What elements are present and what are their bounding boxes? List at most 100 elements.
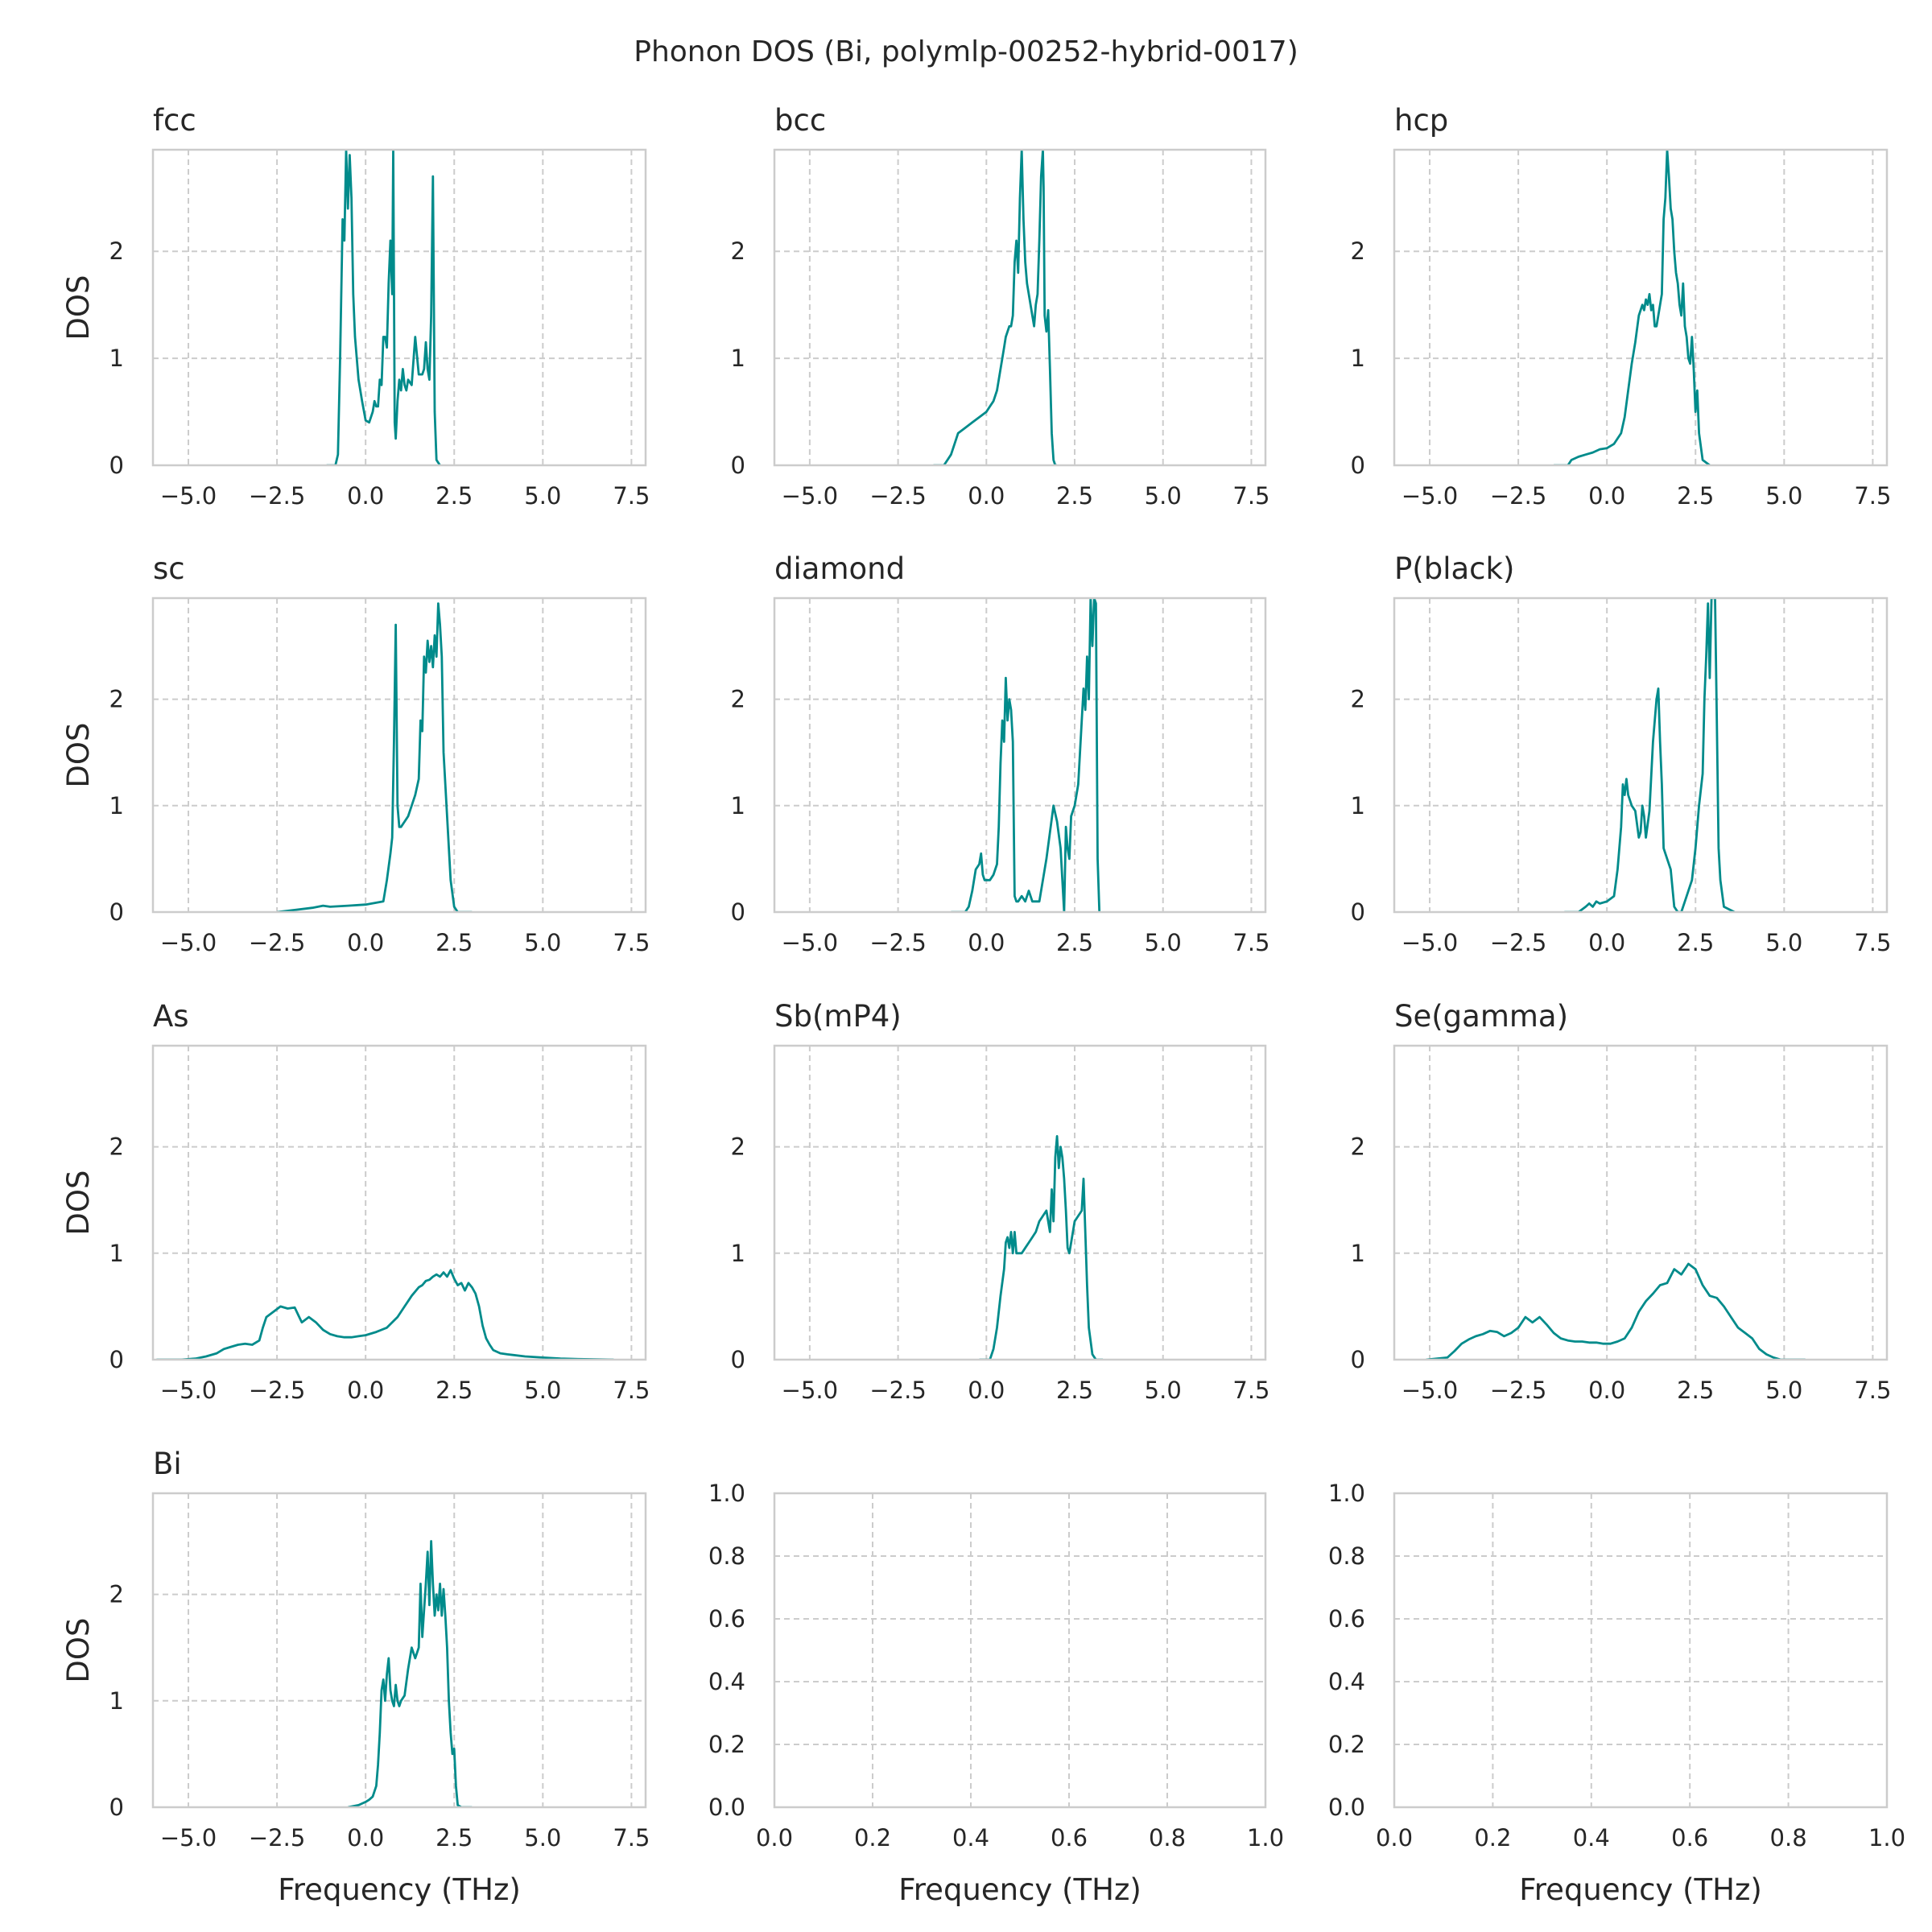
x-axis-label: Frequency (THz) xyxy=(898,1872,1141,1907)
x-tick-label: 2.5 xyxy=(1056,929,1093,956)
x-tick-label: 0.0 xyxy=(347,482,384,510)
subplot-title: sc xyxy=(153,551,185,586)
x-tick-label: 5.0 xyxy=(524,482,561,510)
y-axis-label: DOS xyxy=(61,1170,96,1235)
x-tick-label: −2.5 xyxy=(1490,482,1546,510)
x-tick-label: 0.0 xyxy=(1588,482,1625,510)
x-tick-label: 0.0 xyxy=(347,1377,384,1404)
x-tick-label: 7.5 xyxy=(1854,482,1891,510)
x-tick-label: −5.0 xyxy=(782,929,838,956)
y-tick-label: 2 xyxy=(1351,686,1365,713)
y-tick-label: 1 xyxy=(109,792,124,819)
y-tick-label: 0.8 xyxy=(1328,1542,1365,1570)
y-tick-label: 2 xyxy=(731,686,745,713)
x-tick-label: 5.0 xyxy=(524,929,561,956)
dos-line xyxy=(933,150,1058,465)
subplot-grid: −5.0 −2.5 0.0 2.5 5.0 7.5 0 1 2 fcc DOS −5.0 −2.5 0.0… xyxy=(61,103,1905,1907)
x-tick-label: 2.5 xyxy=(436,1377,473,1404)
x-tick-label: 5.0 xyxy=(1145,482,1182,510)
axes-frame xyxy=(773,148,1267,467)
x-tick-label: 0.0 xyxy=(347,1824,384,1852)
x-tick-label: −2.5 xyxy=(869,1377,926,1404)
dos-line xyxy=(1554,150,1711,465)
subplot-2: −5.0 −2.5 0.0 2.5 5.0 7.5 0 1 2 bcc xyxy=(731,103,1270,510)
dos-line xyxy=(1426,1262,1806,1360)
x-tick-label: 2.5 xyxy=(1056,1377,1093,1404)
y-tick-label: 0.0 xyxy=(1328,1794,1365,1821)
subplot-title: As xyxy=(153,999,189,1034)
dos-line xyxy=(1564,598,1736,912)
x-tick-label: 7.5 xyxy=(1854,1377,1891,1404)
subplot-10: −5.0 −2.5 0.0 2.5 5.0 7.5 0 1 2 Bi Frequency (THz)… xyxy=(61,1447,650,1907)
subplot-title: Se(gamma) xyxy=(1394,999,1568,1034)
y-tick-label: 0.4 xyxy=(1328,1668,1365,1695)
subplot-title: diamond xyxy=(774,551,905,586)
subplot-9: −5.0 −2.5 0.0 2.5 5.0 7.5 0 1 2 Se(gamma) xyxy=(1351,999,1892,1404)
axes-frame xyxy=(151,1044,647,1361)
y-tick-label: 2 xyxy=(731,237,745,265)
x-tick-label: 0.0 xyxy=(347,929,384,956)
y-tick-label: 0 xyxy=(109,452,124,479)
y-tick-label: 1 xyxy=(731,1240,745,1267)
y-tick-label: 1.0 xyxy=(1328,1480,1365,1507)
subplot-11: 0.0 0.2 0.4 0.6 0.8 1.0 0.0 0.2 0.4 0.6 0.8 1.0 Freq… xyxy=(708,1480,1284,1907)
x-tick-label: 0.0 xyxy=(1376,1824,1413,1852)
x-tick-label: 2.5 xyxy=(1056,482,1093,510)
x-tick-label: 5.0 xyxy=(1145,929,1182,956)
x-tick-label: −2.5 xyxy=(249,1377,305,1404)
axes-frame xyxy=(151,1492,647,1809)
x-tick-label: 0.8 xyxy=(1770,1824,1807,1852)
x-tick-label: −2.5 xyxy=(869,929,926,956)
x-tick-label: 1.0 xyxy=(1868,1824,1905,1852)
x-tick-label: 0.8 xyxy=(1149,1824,1186,1852)
subplot-8: −5.0 −2.5 0.0 2.5 5.0 7.5 0 1 2 Sb(mP4) xyxy=(731,999,1270,1404)
x-tick-label: 0.0 xyxy=(968,929,1005,956)
axes-frame xyxy=(151,597,647,914)
dos-line xyxy=(347,1540,473,1807)
x-tick-label: 0.0 xyxy=(968,482,1005,510)
x-tick-label: −5.0 xyxy=(160,929,217,956)
y-tick-label: 0.2 xyxy=(708,1731,745,1758)
subplot-4: −5.0 −2.5 0.0 2.5 5.0 7.5 0 1 2 sc DOS xyxy=(61,551,650,956)
y-tick-label: 2 xyxy=(1351,237,1365,265)
x-tick-label: 7.5 xyxy=(1232,1377,1269,1404)
y-tick-label: 1 xyxy=(1351,345,1365,372)
y-tick-label: 0 xyxy=(109,1794,124,1821)
x-tick-label: 5.0 xyxy=(1765,1377,1802,1404)
x-tick-label: −2.5 xyxy=(249,1824,305,1852)
x-tick-label: −2.5 xyxy=(249,482,305,510)
x-axis-label: Frequency (THz) xyxy=(278,1872,521,1907)
y-axis-label: DOS xyxy=(61,275,96,340)
x-axis-label: Frequency (THz) xyxy=(1519,1872,1762,1907)
x-tick-label: −5.0 xyxy=(160,1377,217,1404)
x-tick-label: 5.0 xyxy=(1765,929,1802,956)
x-tick-label: −2.5 xyxy=(1490,929,1546,956)
dos-line xyxy=(951,598,1101,912)
axes-frame xyxy=(1393,1044,1889,1361)
subplot-7: −5.0 −2.5 0.0 2.5 5.0 7.5 0 1 2 As DOS xyxy=(61,999,650,1404)
y-tick-label: 2 xyxy=(109,237,124,265)
subplot-12: 0.0 0.2 0.4 0.6 0.8 1.0 0.0 0.2 0.4 0.6 0.8 1.0 Freq… xyxy=(1328,1480,1905,1907)
axes-frame xyxy=(773,1044,1267,1361)
x-tick-label: 0.2 xyxy=(1474,1824,1511,1852)
subplot-title: P(black) xyxy=(1394,551,1514,586)
x-tick-label: 0.0 xyxy=(968,1377,1005,1404)
y-tick-label: 2 xyxy=(1351,1133,1365,1161)
y-tick-label: 0 xyxy=(1351,1346,1365,1373)
subplot-title: Sb(mP4) xyxy=(774,999,902,1034)
subplot-title: bcc xyxy=(774,103,826,138)
x-tick-label: −5.0 xyxy=(160,482,217,510)
y-tick-label: 0 xyxy=(731,898,745,926)
dos-line xyxy=(156,1269,614,1360)
dos-line xyxy=(326,150,441,465)
dos-line xyxy=(276,602,473,912)
figure-suptitle: Phonon DOS (Bi, polymlp-00252-hybrid-001… xyxy=(634,35,1298,68)
x-tick-label: 0.0 xyxy=(1588,1377,1625,1404)
x-tick-label: −2.5 xyxy=(249,929,305,956)
x-tick-label: 0.6 xyxy=(1671,1824,1708,1852)
y-tick-label: 0.4 xyxy=(708,1668,745,1695)
y-tick-label: 1 xyxy=(1351,1240,1365,1267)
y-tick-label: 2 xyxy=(109,1133,124,1161)
y-tick-label: 0 xyxy=(109,898,124,926)
